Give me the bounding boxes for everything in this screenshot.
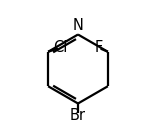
Text: Cl: Cl (53, 40, 68, 55)
Text: N: N (73, 18, 83, 33)
Text: F: F (94, 40, 102, 55)
Text: Br: Br (70, 108, 86, 123)
